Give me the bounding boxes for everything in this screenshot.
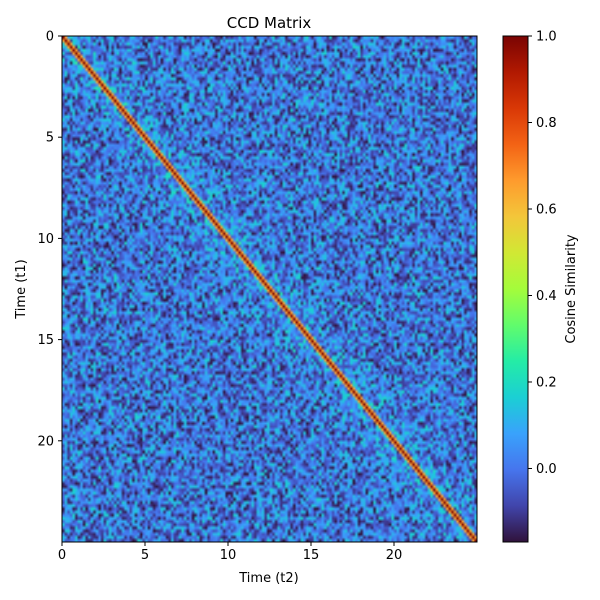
colorbar-tick-label: 0.4 [536, 289, 557, 304]
x-tick-label: 15 [303, 548, 320, 563]
colorbar-tick-label: 0.2 [536, 375, 557, 390]
colorbar-tick-label: 0.6 [536, 202, 557, 217]
y-tick-label: 5 [46, 131, 54, 146]
x-tick-label: 5 [141, 548, 149, 563]
x-axis-label: Time (t2) [238, 571, 298, 586]
plot-frame [61, 35, 478, 543]
chart-title: CCD Matrix [227, 14, 312, 32]
y-tick-label: 15 [37, 333, 54, 348]
colorbar-label: Cosine Similarity [564, 234, 579, 344]
x-axis: 0 5 10 15 20 [58, 542, 402, 563]
y-tick-label: 0 [46, 30, 54, 45]
x-tick-label: 0 [58, 548, 66, 563]
x-tick-label: 20 [386, 548, 403, 563]
y-tick-label: 20 [37, 434, 54, 449]
heatmap [62, 36, 477, 542]
colorbar-tick-label: 0.8 [536, 116, 557, 131]
y-tick-label: 10 [37, 232, 54, 247]
colorbar-tick-label: 1.0 [536, 30, 557, 45]
y-axis-label: Time (t1) [14, 259, 29, 319]
y-axis: 0 5 10 15 20 [37, 30, 62, 449]
colorbar [502, 35, 529, 543]
heatmap-image [62, 36, 477, 542]
colorbar-tick-label: 0.0 [536, 462, 557, 477]
x-tick-label: 10 [220, 548, 237, 563]
colorbar-axis: 0.0 0.2 0.4 0.6 0.8 1.0 [528, 30, 557, 477]
